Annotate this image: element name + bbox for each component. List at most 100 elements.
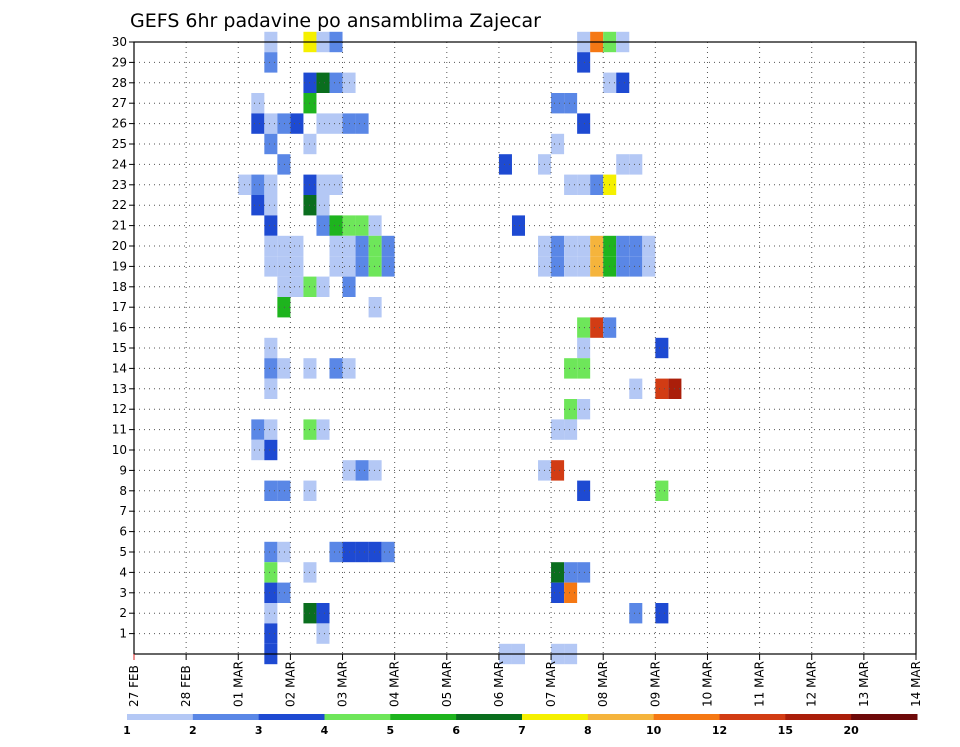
- precip-cell: [551, 562, 565, 583]
- precip-cell: [577, 480, 591, 501]
- legend-swatch: [390, 714, 457, 720]
- precip-cell: [329, 256, 343, 277]
- precip-cell: [655, 480, 669, 501]
- precip-cell: [316, 419, 330, 440]
- precip-cell: [511, 215, 525, 236]
- precip-cell: [629, 235, 643, 257]
- precip-cell: [642, 235, 656, 257]
- precip-cell: [590, 174, 604, 195]
- legend-label: 2: [189, 724, 197, 737]
- legend-swatch: [587, 714, 655, 720]
- precip-cell: [355, 235, 369, 257]
- precip-cell: [498, 154, 512, 175]
- y-tick-label: 19: [112, 259, 127, 273]
- precip-cell: [264, 215, 278, 236]
- precip-cell: [264, 358, 278, 379]
- precip-cell: [277, 276, 291, 297]
- precip-cell: [368, 215, 382, 236]
- y-tick-label: 8: [119, 484, 127, 498]
- precip-cell: [251, 419, 265, 440]
- precip-cell: [355, 256, 369, 277]
- precip-cell: [355, 113, 369, 134]
- precip-cell: [368, 256, 382, 277]
- x-axis: 27 FEB 28 FEB 01 MAR 02 MAR 03 MAR 04 MAR 05 M…: [127, 654, 923, 707]
- precip-cell: [355, 215, 369, 236]
- y-tick-label: 16: [112, 321, 127, 335]
- precip-cell: [616, 235, 630, 257]
- precip-cell: [290, 235, 304, 257]
- precip-cell: [616, 72, 630, 93]
- precip-cell: [277, 358, 291, 379]
- y-tick-label: 14: [112, 361, 127, 375]
- precip-cell: [368, 541, 382, 563]
- x-tick-label: 01 MAR: [231, 661, 245, 707]
- precip-cell: [368, 297, 382, 318]
- precip-cell: [577, 113, 591, 134]
- precip-cell: [577, 337, 591, 359]
- precip-cell: [264, 419, 278, 440]
- precip-cell: [551, 93, 565, 114]
- precip-cell: [316, 276, 330, 297]
- precip-cell: [590, 256, 604, 277]
- x-tick-label: 13 MAR: [857, 661, 871, 707]
- precip-cell: [564, 93, 578, 114]
- precip-cell: [577, 358, 591, 379]
- precip-cell: [629, 154, 643, 175]
- precip-cell: [264, 603, 278, 624]
- precip-cell: [564, 399, 578, 420]
- precip-cell: [329, 215, 343, 236]
- grid-layer: [134, 41, 916, 654]
- precip-cell: [577, 235, 591, 257]
- legend-label: 20: [844, 724, 860, 737]
- precip-cell: [316, 603, 330, 624]
- precip-cell: [277, 235, 291, 257]
- precip-cell: [264, 480, 278, 501]
- precip-cell: [577, 317, 591, 338]
- legend-swatch: [719, 714, 786, 720]
- precip-cell: [264, 337, 278, 359]
- legend-swatch: [127, 714, 194, 720]
- y-axis: 1234567891011121314151617181920212223242…: [112, 35, 134, 641]
- precip-cell: [264, 52, 278, 73]
- precip-cell: [564, 358, 578, 379]
- precip-cell: [277, 113, 291, 134]
- precip-cell: [551, 582, 565, 603]
- precip-cell: [577, 399, 591, 420]
- x-tick-label: 14 MAR: [909, 661, 923, 707]
- precip-cell: [355, 460, 369, 481]
- legend-label: 6: [452, 724, 460, 737]
- y-tick-label: 29: [112, 55, 127, 69]
- legend-swatch: [653, 714, 720, 720]
- precip-cell: [264, 541, 278, 563]
- precip-cell: [277, 582, 291, 603]
- legend-label: 1: [123, 724, 131, 737]
- x-tick-label: 27 FEB: [127, 665, 141, 707]
- precip-cell: [264, 439, 278, 461]
- precip-cell: [316, 215, 330, 236]
- x-tick-label: 10 MAR: [700, 661, 714, 707]
- precip-cell: [381, 256, 395, 277]
- y-tick-label: 1: [119, 627, 127, 641]
- precip-cell: [551, 460, 565, 481]
- precip-cell: [564, 582, 578, 603]
- precip-cell: [629, 378, 643, 399]
- precip-cell: [316, 195, 330, 216]
- precip-cell: [368, 460, 382, 481]
- x-tick-label: 07 MAR: [544, 661, 558, 707]
- legend-swatch: [258, 714, 325, 720]
- legend-label: 4: [321, 724, 329, 737]
- precip-cell: [264, 256, 278, 277]
- precip-cell: [264, 174, 278, 195]
- precip-cell: [264, 133, 278, 155]
- legend-swatch: [324, 714, 391, 720]
- y-tick-label: 23: [112, 178, 127, 192]
- y-tick-label: 12: [112, 402, 127, 416]
- y-tick-label: 6: [119, 525, 127, 539]
- precip-cell: [316, 174, 330, 195]
- y-tick-label: 10: [112, 443, 127, 457]
- y-tick-label: 26: [112, 117, 127, 131]
- precip-cell: [329, 174, 343, 195]
- precip-cell: [355, 541, 369, 563]
- precip-cell: [251, 113, 265, 134]
- precip-cell: [564, 419, 578, 440]
